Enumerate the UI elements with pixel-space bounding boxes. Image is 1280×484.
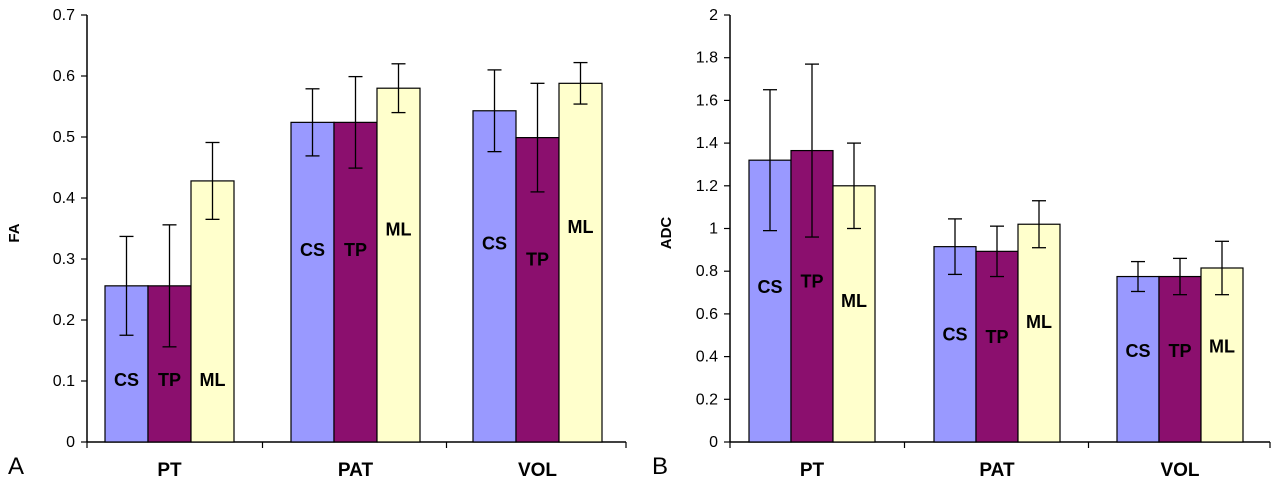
- panel-a-bar-label: CS: [482, 233, 507, 253]
- panel-b-y-tick-label: 1.2: [696, 178, 718, 195]
- panel-b-bar-label: TP: [800, 272, 823, 292]
- panel-a-y-tick-label: 0.1: [53, 373, 75, 390]
- panel-a-bar-label: CS: [300, 240, 325, 260]
- panel-b-y-tick-label: 1: [709, 221, 718, 238]
- panel-a-panel-letter: A: [8, 453, 24, 480]
- panel-b-y-tick-label: 0.4: [696, 349, 718, 366]
- panel-b-bar-cs: [933, 246, 977, 443]
- panel-a-bar-ml: [190, 180, 235, 443]
- panel-a-y-tick-label: 0: [66, 434, 75, 451]
- panel-b-bar-cs: [1116, 275, 1160, 443]
- panel-a-bar-label: ML: [568, 217, 594, 237]
- panel-b-category-label: VOL: [1160, 460, 1199, 481]
- panel-b-bar-label: TP: [985, 327, 1008, 347]
- panel-a-bar-label: ML: [386, 220, 412, 240]
- panel-b-bar-label: CS: [942, 325, 967, 345]
- panel-a-bar-tp: [333, 121, 378, 443]
- panel-a-bar-cs: [290, 121, 335, 443]
- panel-a-bar-label: ML: [200, 370, 226, 390]
- panel-b-y-tick-label: 1.6: [696, 92, 718, 109]
- panel-b-y-tick-label: 0.8: [696, 263, 718, 280]
- panel-a-bar-label: CS: [114, 370, 139, 390]
- panel-b-bar-ml: [1017, 223, 1061, 443]
- panel-b-bar-label: ML: [841, 291, 867, 311]
- panel-b-panel-letter: B: [652, 453, 668, 480]
- panel-a-y-tick-label: 0.4: [53, 190, 75, 207]
- panel-b-y-axis-label: ADC: [658, 217, 675, 250]
- panel-b-category-label: PAT: [979, 460, 1015, 481]
- panel-a-bar-label: TP: [158, 370, 181, 390]
- panel-a-y-axis-label: FA: [6, 223, 23, 242]
- panel-a-y-tick-label: 0.3: [53, 251, 75, 268]
- panel-b-category-label: PT: [800, 460, 825, 481]
- panel-b-y-tick-label: 2: [709, 7, 718, 24]
- panel-b-y-tick-label: 1.4: [696, 135, 718, 152]
- panel-a-bar-ml: [376, 87, 421, 443]
- panel-b-bar-tp: [1158, 275, 1202, 443]
- panel-a-category-label: PT: [157, 460, 182, 481]
- panel-a-category-label: VOL: [518, 460, 557, 481]
- panel-b-bar-label: ML: [1026, 312, 1052, 332]
- panel-a-y-tick-label: 0.6: [53, 68, 75, 85]
- panel-b-bar-tp: [975, 250, 1019, 443]
- panel-a-y-tick-label: 0.7: [53, 7, 75, 24]
- panel-a-bar-label: TP: [526, 249, 549, 269]
- panel-b-bar-label: ML: [1209, 336, 1235, 356]
- panel-b-y-tick-label: 1.8: [696, 50, 718, 67]
- panel-b-y-tick-label: 0: [709, 434, 718, 451]
- panel-b-bar-label: TP: [1168, 341, 1191, 361]
- panel-a-y-tick-label: 0.5: [53, 129, 75, 146]
- panel-b-bar-label: CS: [757, 277, 782, 297]
- panel-a-bar-label: TP: [344, 240, 367, 260]
- panel-a-bar-ml: [558, 82, 603, 443]
- panel-b-y-tick-label: 0.6: [696, 306, 718, 323]
- panel-b-bar-label: CS: [1125, 341, 1150, 361]
- panel-a-y-tick-label: 0.2: [53, 312, 75, 329]
- panel-a-category-label: PAT: [338, 460, 374, 481]
- panel-a-bar-cs: [472, 110, 517, 443]
- panel-b-y-tick-label: 0.2: [696, 391, 718, 408]
